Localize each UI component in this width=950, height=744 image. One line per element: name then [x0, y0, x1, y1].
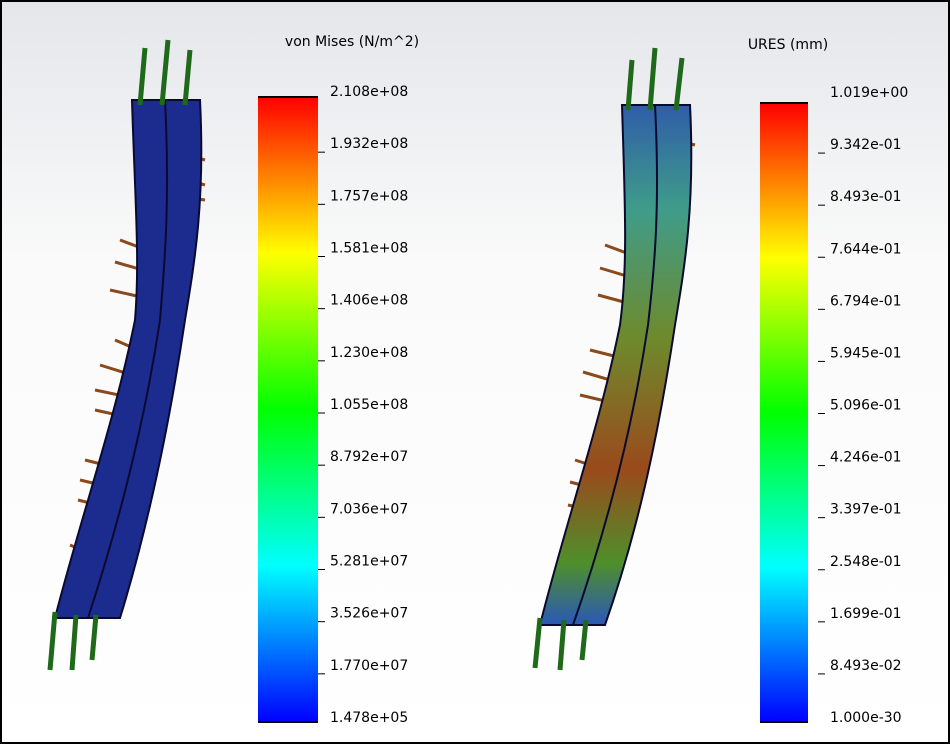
legend-label: 6.794e-01	[830, 293, 902, 309]
legend-label: 2.108e+08	[330, 84, 408, 100]
legend-label: 5.281e+07	[330, 554, 408, 570]
legend-label: 3.397e-01	[830, 502, 902, 518]
legend-label: 1.699e-01	[830, 606, 902, 622]
legend-label: 1.000e-30	[830, 710, 902, 726]
legend-label: 5.945e-01	[830, 345, 902, 361]
legend-label: 1.581e+08	[330, 241, 408, 257]
legend-label: 2.548e-01	[830, 554, 902, 570]
legend-label: 9.342e-01	[830, 137, 902, 153]
page: von Mises (N/m^2) URES (mm) 2.108e+08 1.9…	[0, 0, 950, 744]
legend-label: 1.478e+05	[330, 710, 408, 726]
color-bar	[760, 103, 808, 722]
legend-label: 8.493e-02	[830, 658, 902, 674]
legend-label: 1.055e+08	[330, 397, 408, 413]
legend-title: URES (mm)	[748, 37, 828, 53]
legend-label: 7.036e+07	[330, 501, 408, 517]
screenshot: von Mises (N/m^2) URES (mm) 2.108e+08 1.9…	[0, 0, 950, 744]
legend-label: 1.757e+08	[330, 188, 408, 204]
legend-label: 1.406e+08	[330, 293, 408, 309]
legend-label: 4.246e-01	[830, 450, 902, 466]
legend-title: von Mises (N/m^2)	[285, 34, 419, 50]
legend-label: 1.770e+07	[330, 658, 408, 674]
legend-label: 5.096e-01	[830, 398, 902, 414]
legend-label: 1.019e+00	[830, 85, 908, 101]
color-bar	[258, 97, 318, 722]
legend-label: 3.526e+07	[330, 606, 408, 622]
legend-label: 1.932e+08	[330, 136, 408, 152]
legend-label: 8.792e+07	[330, 449, 408, 465]
legend-label: 8.493e-01	[830, 189, 902, 205]
legend-label: 1.230e+08	[330, 345, 408, 361]
legend-label: 7.644e-01	[830, 241, 902, 257]
